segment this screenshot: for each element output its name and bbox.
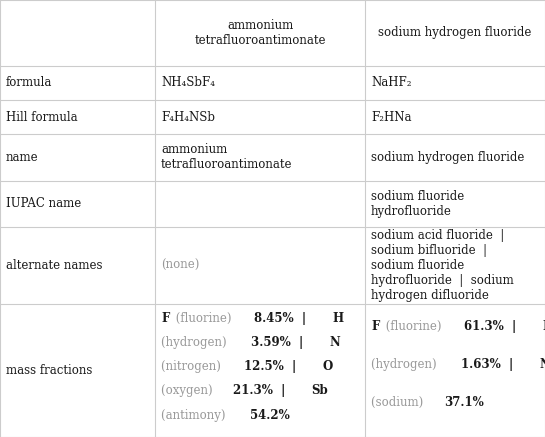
Text: sodium fluoride
hydrofluoride: sodium fluoride hydrofluoride [371, 190, 464, 218]
Text: alternate names: alternate names [6, 259, 102, 272]
Text: (antimony): (antimony) [161, 409, 229, 422]
Text: Na: Na [540, 358, 545, 371]
Text: (fluorine): (fluorine) [382, 320, 445, 333]
Text: name: name [6, 151, 39, 164]
Text: Hill formula: Hill formula [6, 111, 77, 124]
Text: 8.45%  |: 8.45% | [254, 312, 314, 325]
Text: 21.3%  |: 21.3% | [233, 385, 294, 398]
Text: formula: formula [6, 76, 52, 89]
Text: sodium hydrogen fluoride: sodium hydrogen fluoride [371, 151, 524, 164]
Text: (none): (none) [161, 259, 199, 272]
Text: sodium hydrogen fluoride: sodium hydrogen fluoride [378, 26, 532, 39]
Text: N: N [330, 336, 341, 349]
Text: (oxygen): (oxygen) [161, 385, 216, 398]
Text: O: O [322, 360, 332, 373]
Text: ammonium
tetrafluoroantimonate: ammonium tetrafluoroantimonate [161, 143, 293, 171]
Text: NaHF₂: NaHF₂ [371, 76, 411, 89]
Text: H: H [332, 312, 343, 325]
Text: (hydrogen): (hydrogen) [371, 358, 440, 371]
Text: 3.59%  |: 3.59% | [251, 336, 312, 349]
Text: IUPAC name: IUPAC name [6, 198, 81, 210]
Text: (sodium): (sodium) [371, 396, 427, 409]
Text: ammonium
tetrafluoroantimonate: ammonium tetrafluoroantimonate [194, 19, 326, 47]
Text: F: F [371, 320, 379, 333]
Text: F₂HNa: F₂HNa [371, 111, 411, 124]
Text: sodium acid fluoride  |
sodium bifluoride  |
sodium fluoride
hydrofluoride  |  s: sodium acid fluoride | sodium bifluoride… [371, 229, 514, 302]
Text: (fluorine): (fluorine) [172, 312, 235, 325]
Text: (hydrogen): (hydrogen) [161, 336, 231, 349]
Text: F: F [161, 312, 169, 325]
Text: 54.2%: 54.2% [250, 409, 289, 422]
Text: (nitrogen): (nitrogen) [161, 360, 225, 373]
Text: 12.5%  |: 12.5% | [244, 360, 304, 373]
Text: mass fractions: mass fractions [6, 364, 92, 377]
Text: 37.1%: 37.1% [444, 396, 483, 409]
Text: Sb: Sb [312, 385, 329, 398]
Text: F₄H₄NSb: F₄H₄NSb [161, 111, 215, 124]
Text: 1.63%  |: 1.63% | [461, 358, 522, 371]
Text: H: H [542, 320, 545, 333]
Text: 61.3%  |: 61.3% | [464, 320, 524, 333]
Text: NH₄SbF₄: NH₄SbF₄ [161, 76, 215, 89]
